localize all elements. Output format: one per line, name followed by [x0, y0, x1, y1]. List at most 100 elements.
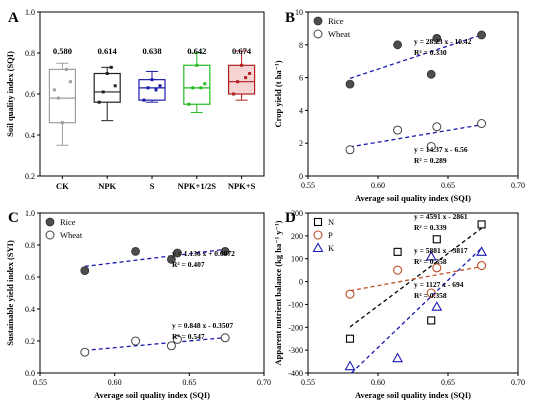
panel-b-legend-label-rice: Rice: [328, 16, 344, 26]
panel-d-equation-n: y = 4591 x - 2861: [414, 212, 468, 221]
panel-a-ytick-label: 1.0: [25, 8, 35, 17]
panel-a-point: [240, 63, 244, 67]
panel-a-mean-label: 0.580: [53, 46, 72, 56]
panel-d-xtick-label: 0.55: [301, 378, 315, 387]
panel-b-point-wheat: [426, 141, 436, 151]
panel-a-ytick-label: 0.6: [25, 90, 35, 99]
panel-b-fit-line-wheat: [349, 124, 482, 148]
panel-b-equation-rice: y = 28.23 x - 10.42: [414, 37, 472, 46]
panel-a-point: [150, 78, 154, 82]
panel-d-ytick-label: 200: [291, 232, 303, 241]
panel-c-point-rice: [167, 254, 176, 264]
panel-a-point: [236, 80, 240, 84]
panel-c-xtick-label: 0.65: [182, 378, 196, 387]
panel-c-fit-line-wheat: [84, 337, 226, 352]
panel-a-ylabel: Soil quality index (SQI): [5, 51, 15, 137]
panel-d-equation-k: y = 5881 x - 3817: [414, 246, 468, 255]
panel-c-ylabel: Sustainable yield index (SYI): [5, 240, 15, 346]
panel-c-ytick-label: 0.2: [25, 337, 35, 346]
panel-a-category-label: NPK+S: [228, 181, 256, 191]
panel-d-point-p: [477, 261, 487, 271]
panel-a-point: [52, 88, 56, 92]
panel-c-point-rice: [131, 246, 140, 256]
panel-a-point: [64, 67, 68, 71]
panel-d-point-k: [344, 360, 356, 371]
panel-c-xtick-label: 0.55: [33, 378, 47, 387]
panel-b-point-rice: [477, 30, 487, 40]
panel-a-point: [146, 86, 150, 90]
panel-a-point: [142, 98, 146, 102]
panel-d-legend-marker-n: [313, 217, 323, 227]
panel-d-xtick-label: 0.65: [441, 378, 455, 387]
panel-b-ytick-label: 4: [299, 106, 303, 115]
panel-a-point: [203, 82, 207, 86]
panel-a-point: [101, 90, 105, 94]
panel-d-ytick-label: 0: [299, 278, 303, 287]
panel-d-r2-k: R² = 0.358: [414, 257, 447, 266]
panel-a-point: [187, 102, 191, 106]
panel-d-legend-label-n: N: [328, 217, 334, 227]
panel-d-point-k: [476, 246, 488, 256]
panel-d-legend-marker-k: [312, 242, 324, 253]
panel-c-frame: [39, 212, 265, 374]
panel-a-point: [97, 100, 101, 104]
panel-a-box: [48, 68, 77, 124]
panel-b-frame: [307, 11, 519, 177]
panel-b-r2-wheat: R² = 0.289: [414, 156, 447, 165]
panel-a-letter: A: [8, 10, 19, 26]
panel-d-ytick-label: -100: [288, 300, 303, 309]
panel-b-ylabel: Crop yield (t ha⁻¹): [273, 60, 283, 127]
panel-b-ytick-label: 2: [299, 139, 303, 148]
panel-a-category-label: NPK: [98, 181, 116, 191]
panel-a-category-label: S: [150, 181, 155, 191]
panel-d-fit-line-n: [349, 227, 482, 328]
panel-c-ytick-label: 0.8: [25, 241, 35, 250]
panel-d-point-k: [431, 301, 443, 311]
panel-c-xtick-label: 0.60: [108, 378, 122, 387]
panel-b-xtick-label: 0.65: [441, 181, 455, 190]
panel-d-point-n: [393, 247, 402, 256]
panel-a-mean-label: 0.614: [98, 46, 118, 56]
panel-d-ytick-label: -200: [288, 323, 303, 332]
panel-a-point: [195, 63, 199, 67]
panel-d-point-k: [425, 250, 437, 261]
panel-b-legend-label-wheat: Wheat: [328, 29, 351, 39]
panel-c-legend-label-wheat: Wheat: [60, 230, 83, 240]
panel-c-point-wheat: [131, 336, 141, 346]
panel-d-equation-p: y = 1127 x - 694: [414, 280, 464, 289]
panel-a-point: [232, 92, 236, 96]
panel-c-legend-marker-wheat: [45, 230, 55, 240]
panel-b-ytick-label: 10: [295, 8, 303, 17]
panel-a-point: [60, 121, 64, 125]
panel-d-point-n: [477, 220, 486, 229]
panel-d-point-p: [393, 265, 403, 275]
panel-d-legend-marker-p: [313, 230, 323, 240]
panel-b-ytick-label: 0: [299, 172, 303, 181]
panel-a-ytick-label: 0.8: [25, 49, 35, 58]
panel-a-ytick-label: 0.2: [25, 172, 35, 181]
panel-a-mean-label: 0.642: [187, 46, 206, 56]
panel-b-legend-marker-wheat: [313, 29, 323, 39]
panel-b-xtick-label: 0.55: [301, 181, 315, 190]
panel-d-fit-line-p: [349, 265, 482, 292]
panel-c-equation-wheat: y = 0.848 x - 0.3507: [172, 321, 233, 330]
panel-b-point-wheat: [477, 119, 487, 129]
panel-a-point: [113, 84, 117, 88]
panel-a-mean-label: 0.674: [232, 46, 252, 56]
panel-c-point-wheat: [80, 347, 90, 357]
panel-c-ytick-label: 1.0: [25, 209, 35, 218]
panel-a-point: [105, 72, 109, 75]
panel-d-ytick-label: 100: [291, 255, 303, 264]
panel-d-point-p: [432, 263, 442, 273]
panel-a-point: [248, 72, 252, 75]
panel-d-point-k: [392, 352, 404, 363]
panel-c-ytick-label: 0.4: [25, 305, 35, 314]
panel-c-point-wheat: [172, 334, 182, 344]
panel-b-point-rice: [393, 40, 403, 50]
panel-c-ytick-label: 0.0: [25, 369, 35, 378]
panel-b-point-wheat: [393, 125, 403, 135]
panel-d-frame: [307, 212, 519, 374]
panel-d-r2-n: R² = 0.339: [414, 223, 447, 232]
panel-a-category-label: NPK+1/2S: [178, 181, 217, 191]
